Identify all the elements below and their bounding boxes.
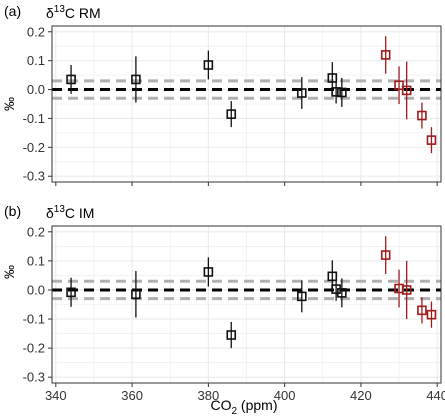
panel-b-point-black: [226, 330, 237, 340]
panel-b-point-red: [401, 285, 412, 295]
panel-a-point-red: [394, 80, 404, 91]
panel-a-point-black: [337, 87, 347, 98]
panel-a-point-black: [331, 87, 341, 97]
panel-a-label: (a): [4, 3, 21, 19]
panel-b-point-black: [337, 288, 347, 298]
panel-b-point-black: [203, 267, 214, 277]
panel-a-title-sup: 13: [54, 4, 66, 15]
x-axis-label: CO2 (ppm): [210, 397, 277, 416]
panel-b-title-prefix: δ: [46, 205, 54, 221]
x-axis-label-prefix: CO: [210, 397, 231, 413]
panel-b-xtick-label: 360: [121, 388, 143, 403]
panel-a-point-black: [226, 109, 237, 119]
panel-b-ytick-label: 0.2: [27, 224, 45, 239]
panel-b-point-red: [380, 250, 391, 260]
panel-b-ylabel: ‰: [1, 265, 17, 279]
panel-a-point-black: [296, 88, 307, 98]
panel-b-title: (b) δ13C IM: [4, 203, 94, 221]
panel-b-title-sup: 13: [54, 204, 66, 215]
panel-b-label: (b): [4, 203, 21, 219]
panel-b-ytick-label: 0.1: [27, 253, 45, 268]
x-axis-label-suffix: (ppm): [237, 397, 277, 413]
panel-b-ytick-label: -0.2: [23, 341, 45, 356]
panel-a-point-black: [131, 74, 141, 85]
panel-b-border: [51, 225, 442, 384]
panel-a-point-red: [380, 50, 391, 60]
panel-b-point-black: [131, 289, 141, 300]
panel-b-ytick-label: 0.0: [27, 282, 45, 297]
panel-a-ytick-label: -0.1: [23, 111, 45, 126]
panel-b-plot: -0.3 -0.2 -0.1 0.0 0.1 0.2 340 360 380 400 420 440: [23, 224, 445, 403]
panel-b-ytick-label: -0.1: [23, 312, 45, 327]
panel-a-point-black: [66, 74, 76, 85]
panel-b-point-red: [417, 305, 427, 316]
panel-a-ytick-label: 0.1: [27, 53, 45, 68]
panel-a-ytick-label: 0.2: [27, 24, 45, 39]
panel-a-point-black: [203, 60, 214, 70]
panel-b-point-black: [296, 291, 307, 302]
panel-b-ytick-label: -0.3: [23, 370, 45, 385]
panel-a-ytick-label: 0.0: [27, 82, 45, 97]
panel-a-point-black: [327, 73, 338, 83]
panel-b-point-red: [426, 309, 437, 320]
panel-a-title-prefix: δ: [46, 5, 54, 21]
panel-a-plot: -0.3 -0.2 -0.1 0.0 0.1 0.2: [23, 24, 442, 186]
panel-b-title-suffix: C IM: [65, 205, 95, 221]
panel-b-xtick-label: 440: [426, 388, 445, 403]
panel-a-title-text: δ13C RM: [46, 4, 101, 21]
panel-a-ylabel: ‰: [1, 97, 17, 111]
panel-a-point-red: [417, 110, 427, 121]
panel-b-point-black: [66, 287, 76, 298]
panel-b-title-text: δ13C IM: [46, 204, 94, 221]
panel-a-point-red: [401, 85, 412, 96]
panel-b-xtick-label: 420: [350, 388, 372, 403]
panel-b-xtick-label: 380: [198, 388, 220, 403]
panel-a-title-suffix: C RM: [65, 5, 101, 21]
panel-b-point-black: [327, 271, 338, 282]
panel-a-point-red: [426, 135, 437, 145]
panel-b-xtick-label: 340: [45, 388, 67, 403]
panel-a-title: (a) δ13C RM: [4, 3, 101, 21]
panel-a-border: [51, 25, 442, 183]
x-axis-label-sub: 2: [231, 406, 237, 416]
panel-a-ytick-label: -0.3: [23, 169, 45, 184]
panel-b-xtick-label: 400: [274, 388, 296, 403]
panel-a-ytick-label: -0.2: [23, 140, 45, 155]
